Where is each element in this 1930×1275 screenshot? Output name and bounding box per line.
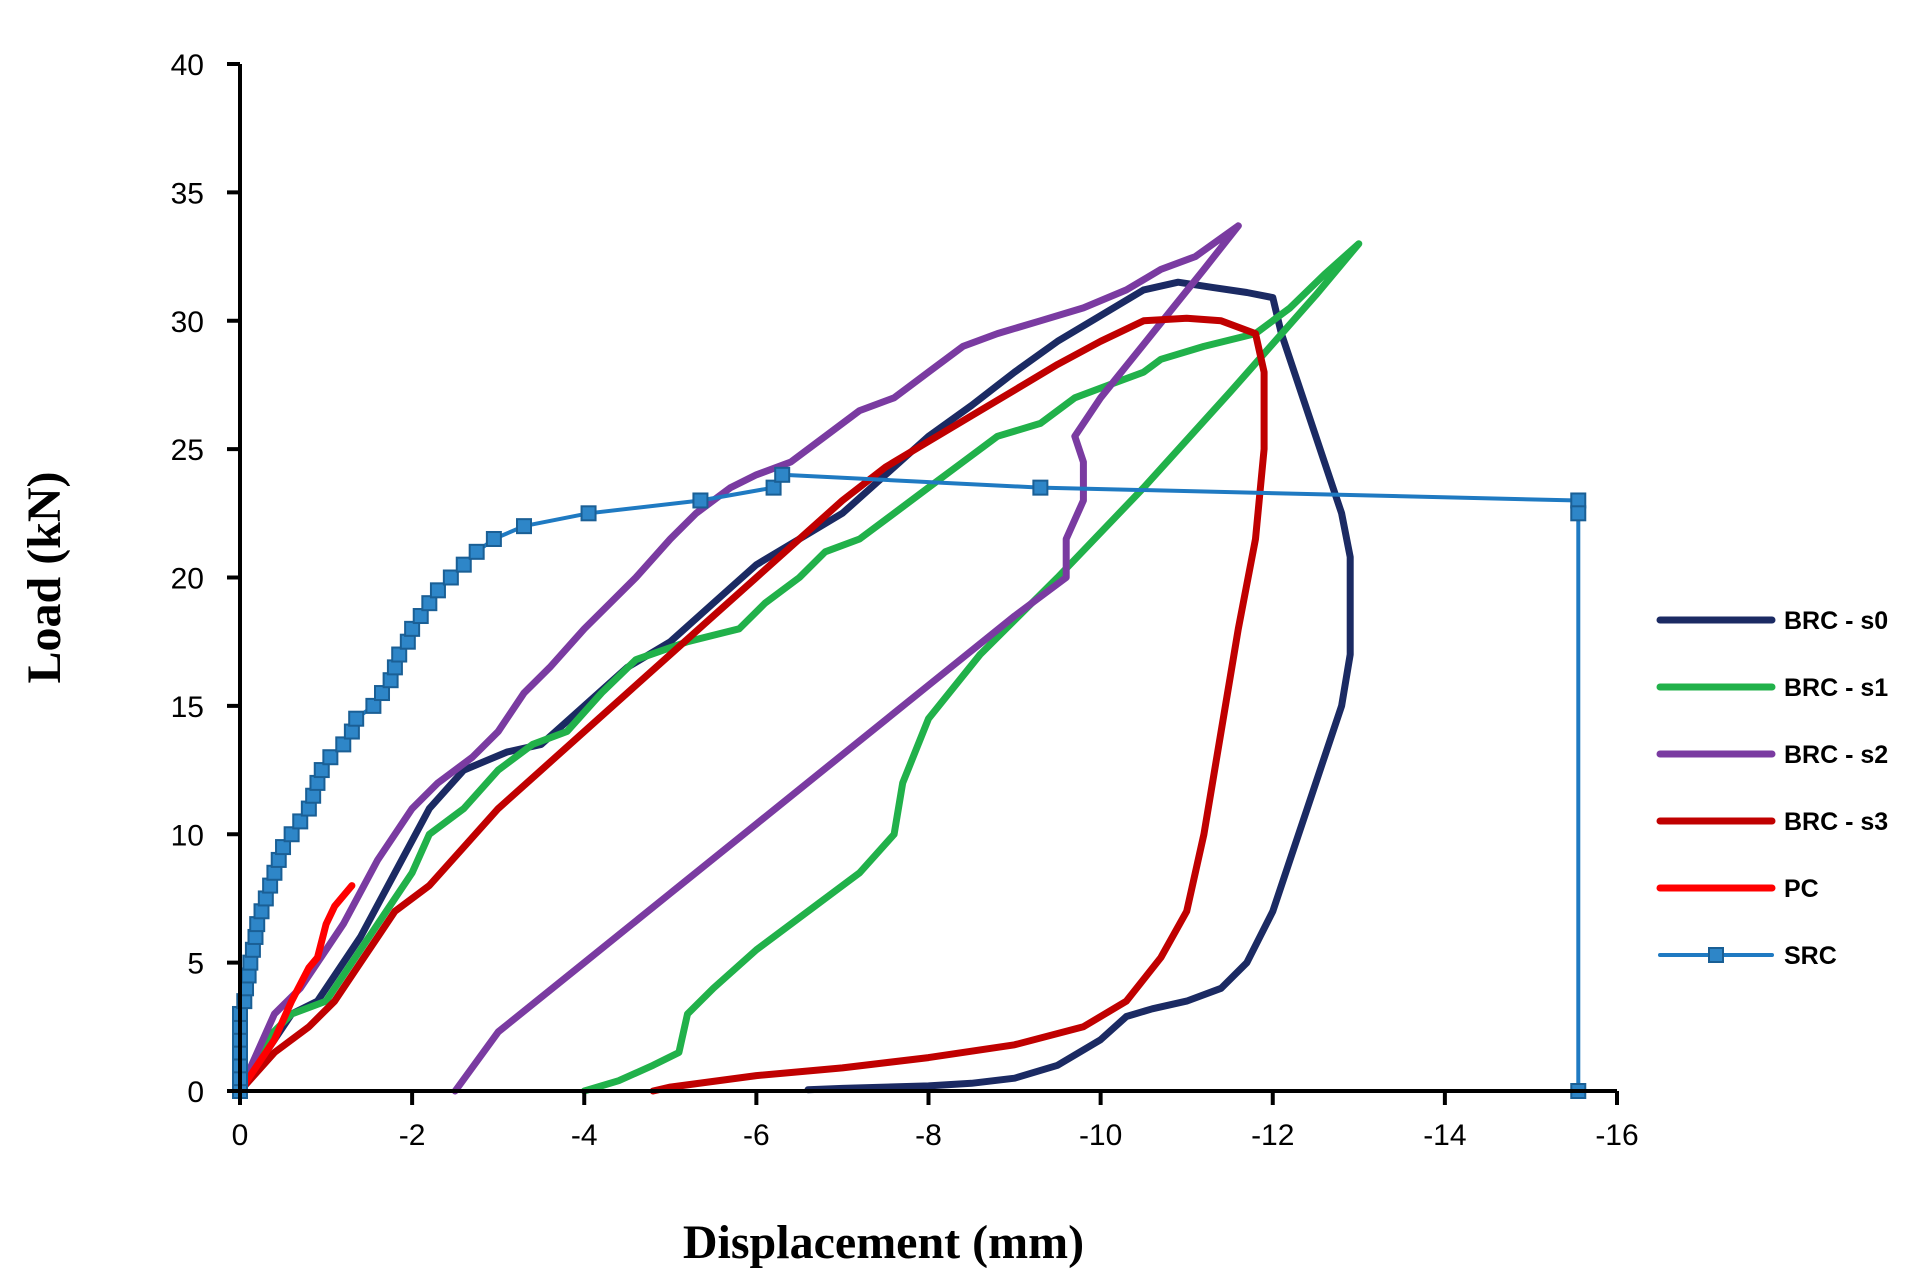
point-src-47 xyxy=(765,479,782,496)
point-src-21 xyxy=(292,813,309,830)
x-tick-label-5: -10 xyxy=(1079,1119,1122,1152)
series-line-brc-s2 xyxy=(236,222,1242,1095)
legend-label-brc-s1: BRC - s1 xyxy=(1784,674,1888,702)
x-tick-label-7: -14 xyxy=(1423,1119,1466,1152)
y-tick-label-4: 20 xyxy=(171,563,204,596)
x-tick-label-1: -2 xyxy=(399,1119,426,1152)
point-src-41 xyxy=(455,556,472,573)
y-tick-label-7: 35 xyxy=(171,177,204,210)
point-src-39 xyxy=(429,582,446,599)
point-src-48 xyxy=(774,466,791,483)
legend-label-brc-s0: BRC - s0 xyxy=(1784,607,1888,635)
series-line-brc-s3 xyxy=(236,314,1268,1095)
y-tick-label-0: 0 xyxy=(187,1076,204,1109)
y-tick-label-5: 25 xyxy=(171,434,204,467)
point-src-43 xyxy=(485,530,502,547)
point-src-40 xyxy=(442,569,459,586)
point-src-37 xyxy=(412,608,429,625)
y-tick-label-6: 30 xyxy=(171,306,204,339)
point-src-34 xyxy=(391,646,408,663)
point-src-30 xyxy=(365,697,382,714)
point-src-45 xyxy=(580,505,597,522)
point-src-49 xyxy=(1032,479,1049,496)
point-src-44 xyxy=(516,518,533,535)
point-src-19 xyxy=(275,839,292,856)
legend-marker-src xyxy=(1708,947,1724,963)
x-tick-label-2: -4 xyxy=(571,1119,598,1152)
series-line-pc xyxy=(236,882,356,1095)
point-src-27 xyxy=(335,736,352,753)
point-src-51 xyxy=(1570,505,1587,522)
point-src-31 xyxy=(374,685,391,702)
point-src-36 xyxy=(404,620,421,637)
point-src-46 xyxy=(692,492,709,509)
series-line-brc-s0 xyxy=(236,278,1354,1095)
legend-label-pc: PC xyxy=(1784,875,1819,903)
series-layer xyxy=(232,222,1587,1099)
point-src-38 xyxy=(421,595,438,612)
y-tick-label-1: 5 xyxy=(187,948,204,981)
series-line-brc-s1 xyxy=(236,240,1363,1095)
point-src-42 xyxy=(468,543,485,560)
point-src-20 xyxy=(283,826,300,843)
legend-label-src: SRC xyxy=(1784,942,1837,970)
x-axis-title: Displacement (mm) xyxy=(683,1216,1084,1269)
x-tick-label-6: -12 xyxy=(1251,1119,1294,1152)
point-src-29 xyxy=(348,710,365,727)
axes-layer: 0 5 10 15 20 25 30 35 40 0 -2 -4 -6 -8 -10 -12 -14 -16 xyxy=(171,49,1639,1152)
point-src-25 xyxy=(313,762,330,779)
x-tick-label-3: -6 xyxy=(743,1119,770,1152)
legend-label-brc-s3: BRC - s3 xyxy=(1784,808,1888,836)
x-tick-label-8: -16 xyxy=(1595,1119,1638,1152)
legend: BRC - s0 BRC - s1 BRC - s2 BRC - s3 PC SRC xyxy=(1656,607,1888,970)
legend-label-brc-s2: BRC - s2 xyxy=(1784,741,1888,769)
point-src-26 xyxy=(322,749,339,766)
x-tick-label-0: 0 xyxy=(232,1119,249,1152)
x-tick-label-4: -8 xyxy=(915,1119,942,1152)
y-tick-label-8: 40 xyxy=(171,49,204,82)
y-axis-title: Load (kN) xyxy=(18,471,71,683)
y-tick-label-2: 10 xyxy=(171,819,204,852)
y-tick-label-3: 15 xyxy=(171,691,204,724)
